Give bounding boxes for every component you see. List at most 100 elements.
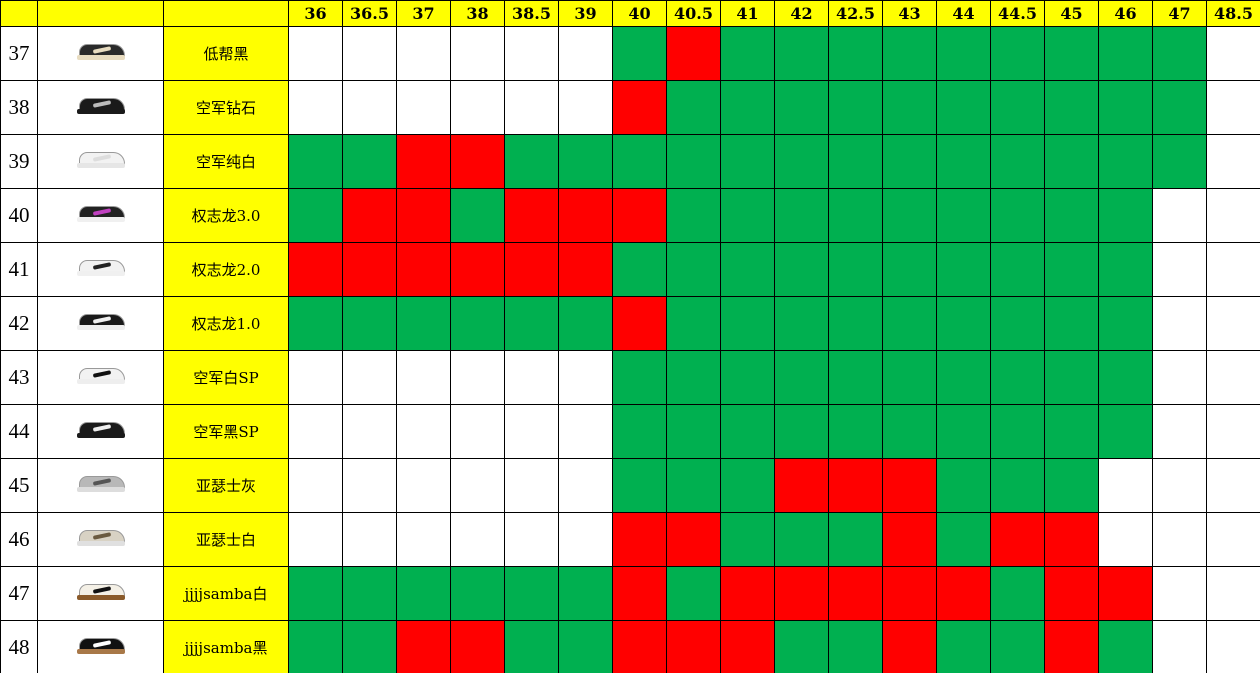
size-cell-39-empty[interactable] — [558, 458, 613, 513]
size-cell-40.5-available[interactable] — [666, 242, 721, 297]
shoe-name-cell[interactable]: 空军钻石 — [163, 80, 289, 135]
size-cell-43-unavailable[interactable] — [882, 512, 937, 567]
size-cell-38.5-available[interactable] — [504, 296, 559, 351]
size-cell-43-available[interactable] — [882, 188, 937, 243]
size-cell-42.5-available[interactable] — [828, 404, 883, 459]
size-cell-39-available[interactable] — [558, 620, 613, 673]
size-cell-48.5-empty[interactable] — [1206, 620, 1260, 673]
row-number[interactable]: 37 — [0, 26, 38, 81]
row-number[interactable]: 38 — [0, 80, 38, 135]
size-cell-37-empty[interactable] — [396, 512, 451, 567]
size-cell-47-empty[interactable] — [1152, 458, 1207, 513]
size-cell-40-unavailable[interactable] — [612, 188, 667, 243]
shoe-image-cell[interactable] — [37, 566, 164, 621]
size-cell-40.5-unavailable[interactable] — [666, 26, 721, 81]
size-cell-40-unavailable[interactable] — [612, 512, 667, 567]
row-number[interactable]: 40 — [0, 188, 38, 243]
size-cell-39-available[interactable] — [558, 134, 613, 189]
size-cell-36-available[interactable] — [288, 188, 343, 243]
size-cell-44.5-available[interactable] — [990, 296, 1045, 351]
shoe-image-cell[interactable] — [37, 188, 164, 243]
size-cell-38.5-available[interactable] — [504, 620, 559, 673]
size-cell-37-empty[interactable] — [396, 80, 451, 135]
size-cell-44.5-available[interactable] — [990, 404, 1045, 459]
shoe-image-cell[interactable] — [37, 80, 164, 135]
size-cell-44.5-available[interactable] — [990, 242, 1045, 297]
size-cell-42.5-available[interactable] — [828, 80, 883, 135]
size-cell-47-available[interactable] — [1152, 134, 1207, 189]
size-cell-36-empty[interactable] — [288, 350, 343, 405]
size-cell-47-empty[interactable] — [1152, 242, 1207, 297]
size-cell-45-available[interactable] — [1044, 26, 1099, 81]
size-cell-38-empty[interactable] — [450, 350, 505, 405]
size-cell-40-unavailable[interactable] — [612, 566, 667, 621]
header-image-cell[interactable] — [37, 0, 164, 27]
size-cell-36.5-empty[interactable] — [342, 458, 397, 513]
size-cell-40.5-available[interactable] — [666, 566, 721, 621]
size-cell-36.5-unavailable[interactable] — [342, 242, 397, 297]
row-number[interactable]: 43 — [0, 350, 38, 405]
size-cell-42.5-unavailable[interactable] — [828, 566, 883, 621]
size-cell-38.5-available[interactable] — [504, 566, 559, 621]
size-cell-36-available[interactable] — [288, 620, 343, 673]
size-cell-44-available[interactable] — [936, 458, 991, 513]
shoe-name-cell[interactable]: 权志龙2.0 — [163, 242, 289, 297]
size-cell-45-available[interactable] — [1044, 188, 1099, 243]
size-cell-42-available[interactable] — [774, 134, 829, 189]
size-cell-40-available[interactable] — [612, 134, 667, 189]
size-cell-41-available[interactable] — [720, 242, 775, 297]
size-cell-40-unavailable[interactable] — [612, 296, 667, 351]
size-cell-47-available[interactable] — [1152, 80, 1207, 135]
size-cell-36.5-available[interactable] — [342, 566, 397, 621]
size-cell-44-available[interactable] — [936, 26, 991, 81]
size-cell-46-available[interactable] — [1098, 296, 1153, 351]
size-cell-47-available[interactable] — [1152, 26, 1207, 81]
shoe-name-cell[interactable]: 空军白SP — [163, 350, 289, 405]
size-cell-47-empty[interactable] — [1152, 512, 1207, 567]
size-header-43[interactable]: 43 — [882, 0, 937, 27]
size-cell-44-available[interactable] — [936, 242, 991, 297]
size-header-39[interactable]: 39 — [558, 0, 613, 27]
shoe-image-cell[interactable] — [37, 134, 164, 189]
size-cell-36-available[interactable] — [288, 134, 343, 189]
size-cell-40.5-available[interactable] — [666, 458, 721, 513]
shoe-image-cell[interactable] — [37, 296, 164, 351]
shoe-image-cell[interactable] — [37, 458, 164, 513]
size-cell-39-unavailable[interactable] — [558, 188, 613, 243]
size-cell-42.5-available[interactable] — [828, 26, 883, 81]
size-cell-44.5-available[interactable] — [990, 566, 1045, 621]
size-cell-40-available[interactable] — [612, 404, 667, 459]
size-cell-47-empty[interactable] — [1152, 296, 1207, 351]
size-cell-48.5-empty[interactable] — [1206, 188, 1260, 243]
size-cell-37-unavailable[interactable] — [396, 620, 451, 673]
size-cell-36.5-empty[interactable] — [342, 404, 397, 459]
size-cell-36-empty[interactable] — [288, 26, 343, 81]
size-cell-42.5-available[interactable] — [828, 512, 883, 567]
size-cell-42-available[interactable] — [774, 350, 829, 405]
size-cell-45-available[interactable] — [1044, 134, 1099, 189]
size-cell-48.5-empty[interactable] — [1206, 242, 1260, 297]
size-header-36.5[interactable]: 36.5 — [342, 0, 397, 27]
size-cell-43-unavailable[interactable] — [882, 458, 937, 513]
shoe-image-cell[interactable] — [37, 350, 164, 405]
size-cell-42-available[interactable] — [774, 296, 829, 351]
size-cell-37-unavailable[interactable] — [396, 188, 451, 243]
size-cell-40-available[interactable] — [612, 242, 667, 297]
size-cell-42-available[interactable] — [774, 512, 829, 567]
size-cell-37-unavailable[interactable] — [396, 242, 451, 297]
size-cell-42.5-available[interactable] — [828, 242, 883, 297]
shoe-name-cell[interactable]: 空军黑SP — [163, 404, 289, 459]
size-cell-40.5-available[interactable] — [666, 80, 721, 135]
shoe-name-cell[interactable]: 低帮黑 — [163, 26, 289, 81]
size-cell-45-available[interactable] — [1044, 242, 1099, 297]
size-header-47[interactable]: 47 — [1152, 0, 1207, 27]
header-corner-cell[interactable] — [0, 0, 38, 27]
size-cell-36-unavailable[interactable] — [288, 242, 343, 297]
size-cell-37-empty[interactable] — [396, 404, 451, 459]
size-cell-37-empty[interactable] — [396, 458, 451, 513]
size-cell-46-available[interactable] — [1098, 80, 1153, 135]
size-cell-48.5-empty[interactable] — [1206, 458, 1260, 513]
size-cell-36-empty[interactable] — [288, 512, 343, 567]
size-cell-42.5-available[interactable] — [828, 350, 883, 405]
size-cell-46-available[interactable] — [1098, 350, 1153, 405]
